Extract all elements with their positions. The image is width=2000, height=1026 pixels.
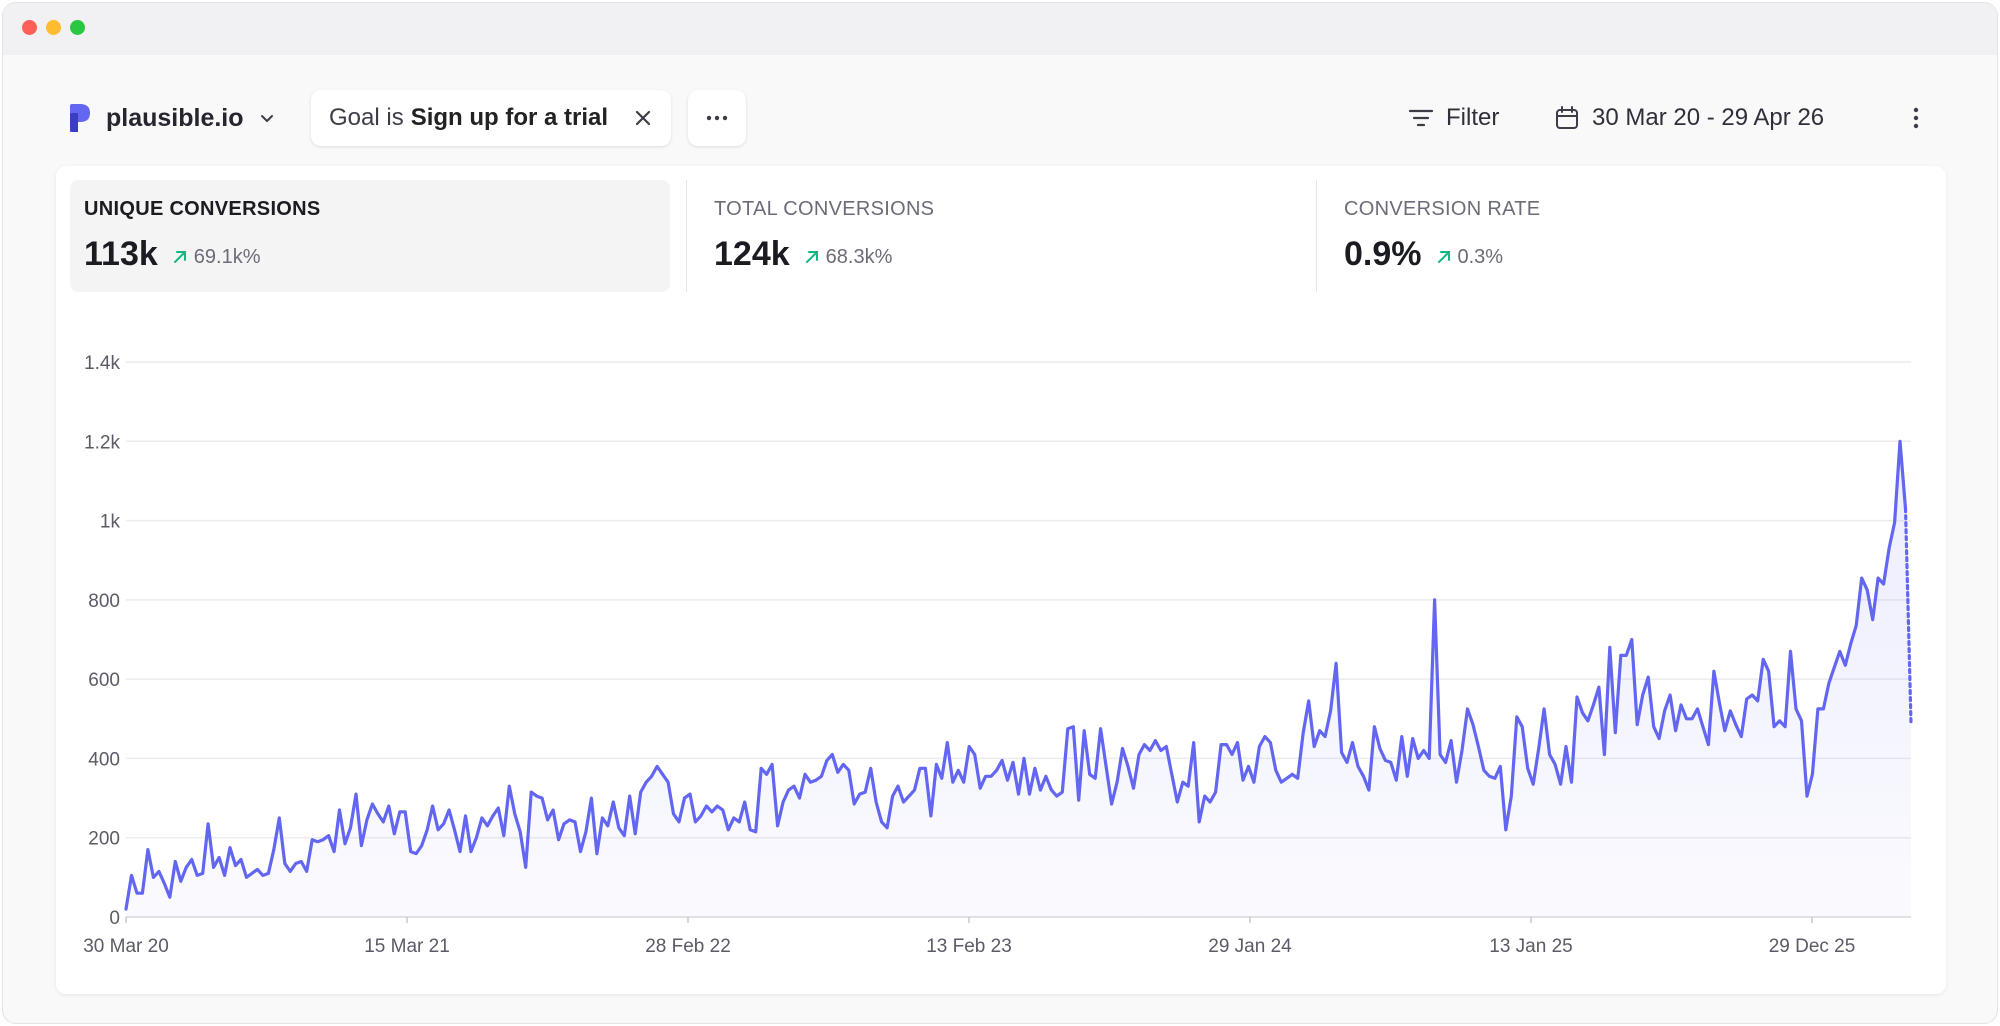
close-window-button[interactable] xyxy=(22,20,37,35)
site-switcher[interactable]: plausible.io xyxy=(66,100,276,136)
more-options-icon[interactable] xyxy=(1904,104,1928,132)
metric-unique-conversions[interactable]: UNIQUE CONVERSIONS 113k 69.1k% xyxy=(70,180,670,292)
minimize-window-button[interactable] xyxy=(46,20,61,35)
metric-conversion-rate[interactable]: CONVERSION RATE 0.9% 0.3% xyxy=(1330,180,1930,292)
maximize-window-button[interactable] xyxy=(70,20,85,35)
series-line-incomplete xyxy=(1903,507,1913,725)
goal-filter-prefix: Goal is xyxy=(329,104,404,131)
metric-change: 69.1k% xyxy=(172,245,261,269)
metric-total-conversions[interactable]: TOTAL CONVERSIONS 124k 68.3k% xyxy=(700,180,1300,292)
metric-change: 68.3k% xyxy=(804,245,893,269)
y-tick-label: 200 xyxy=(88,829,120,850)
filter-icon xyxy=(1408,109,1434,127)
date-range-label: 30 Mar 20 - 29 Apr 26 xyxy=(1592,104,1825,131)
plausible-logo-icon xyxy=(70,104,90,132)
metric-change-value: 68.3k% xyxy=(825,245,893,268)
metric-label: CONVERSION RATE xyxy=(1344,198,1541,220)
x-tick-label: 13 Feb 23 xyxy=(926,936,1012,957)
metric-change: 0.3% xyxy=(1436,245,1504,269)
x-tick-label: 29 Dec 25 xyxy=(1769,936,1856,957)
ellipsis-icon xyxy=(706,115,728,121)
y-tick-label: 1.4k xyxy=(84,353,120,374)
y-tick-label: 400 xyxy=(88,749,120,770)
metric-value: 124k xyxy=(714,235,790,273)
series-line xyxy=(124,439,1908,911)
filter-label: Filter xyxy=(1446,104,1500,131)
arrow-up-right-icon xyxy=(173,251,186,263)
metric-value: 113k xyxy=(84,235,158,273)
metric-divider xyxy=(1316,180,1317,292)
calendar-icon xyxy=(1556,106,1578,129)
close-icon[interactable] xyxy=(633,108,653,128)
y-tick-label: 1.2k xyxy=(84,432,120,453)
x-tick-label: 15 Mar 21 xyxy=(364,936,450,957)
metric-label: UNIQUE CONVERSIONS xyxy=(84,198,321,220)
x-tick-label: 29 Jan 24 xyxy=(1208,936,1292,957)
x-tick-label: 28 Feb 22 xyxy=(645,936,731,957)
metric-divider xyxy=(686,180,687,292)
arrow-up-right-icon xyxy=(805,251,818,263)
filter-button[interactable]: Filter xyxy=(1408,100,1499,136)
metric-change-value: 0.3% xyxy=(1457,245,1504,268)
goal-filter-value: Sign up for a trial xyxy=(410,104,609,131)
series-area xyxy=(126,441,1911,917)
date-range-picker[interactable]: 30 Mar 20 - 29 Apr 26 xyxy=(1554,100,1824,136)
metric-value: 0.9% xyxy=(1344,235,1422,273)
arrow-up-right-icon xyxy=(1437,251,1450,263)
window-titlebar xyxy=(3,3,1997,55)
metric-change-value: 69.1k% xyxy=(193,245,261,268)
site-name: plausible.io xyxy=(106,103,244,132)
x-tick-label: 13 Jan 25 xyxy=(1489,936,1572,957)
y-tick-label: 1k xyxy=(100,512,121,533)
more-filters-button[interactable] xyxy=(688,90,746,146)
x-tick-label: 30 Mar 20 xyxy=(83,936,169,957)
y-tick-label: 600 xyxy=(88,670,120,691)
metric-label: TOTAL CONVERSIONS xyxy=(714,198,935,220)
goal-filter-pill[interactable]: Goal is Sign up for a trial xyxy=(311,90,671,146)
y-tick-label: 800 xyxy=(88,591,120,612)
y-tick-label: 0 xyxy=(109,908,120,929)
chevron-down-icon xyxy=(260,115,273,122)
